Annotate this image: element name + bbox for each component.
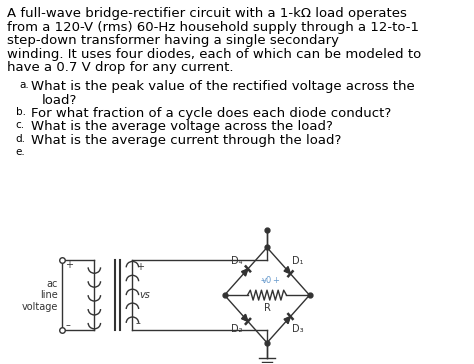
Text: c.: c. [16, 120, 25, 130]
Text: –: – [260, 276, 264, 285]
Text: R: R [264, 303, 271, 313]
Text: –: – [65, 320, 70, 330]
Polygon shape [284, 316, 291, 324]
Text: e.: e. [16, 147, 25, 157]
Text: from a 120-V (rms) 60-Hz household supply through a 12-to-1: from a 120-V (rms) 60-Hz household suppl… [7, 21, 419, 34]
Text: +: + [136, 262, 144, 272]
Text: v0: v0 [262, 276, 272, 285]
Text: load?: load? [42, 94, 77, 107]
Text: d.: d. [16, 134, 26, 144]
Text: step-down transformer having a single secondary: step-down transformer having a single se… [7, 34, 339, 47]
Text: What is the average current through the load?: What is the average current through the … [31, 134, 341, 147]
Text: +: + [273, 276, 279, 285]
Text: D₂: D₂ [231, 324, 242, 334]
Polygon shape [242, 269, 248, 276]
Text: a.: a. [19, 80, 29, 90]
Text: b.: b. [16, 107, 26, 117]
Text: have a 0.7 V drop for any current.: have a 0.7 V drop for any current. [7, 61, 233, 74]
Text: +: + [65, 260, 73, 270]
Polygon shape [284, 267, 291, 274]
Text: ac
line
voltage: ac line voltage [22, 278, 58, 312]
Text: For what fraction of a cycle does each diode conduct?: For what fraction of a cycle does each d… [31, 107, 391, 120]
Text: What is the average voltage across the load?: What is the average voltage across the l… [31, 120, 332, 134]
Text: What is the peak value of the rectified voltage across the: What is the peak value of the rectified … [31, 80, 414, 93]
Text: D₃: D₃ [292, 324, 303, 334]
Polygon shape [242, 314, 248, 321]
Text: winding. It uses four diodes, each of which can be modeled to: winding. It uses four diodes, each of wh… [7, 48, 421, 60]
Text: D₁: D₁ [292, 256, 303, 266]
Text: D₄: D₄ [231, 256, 242, 266]
Text: vs: vs [139, 290, 150, 300]
Text: A full-wave bridge-rectifier circuit with a 1-kΩ load operates: A full-wave bridge-rectifier circuit wit… [7, 7, 407, 20]
Text: –: – [136, 318, 141, 328]
